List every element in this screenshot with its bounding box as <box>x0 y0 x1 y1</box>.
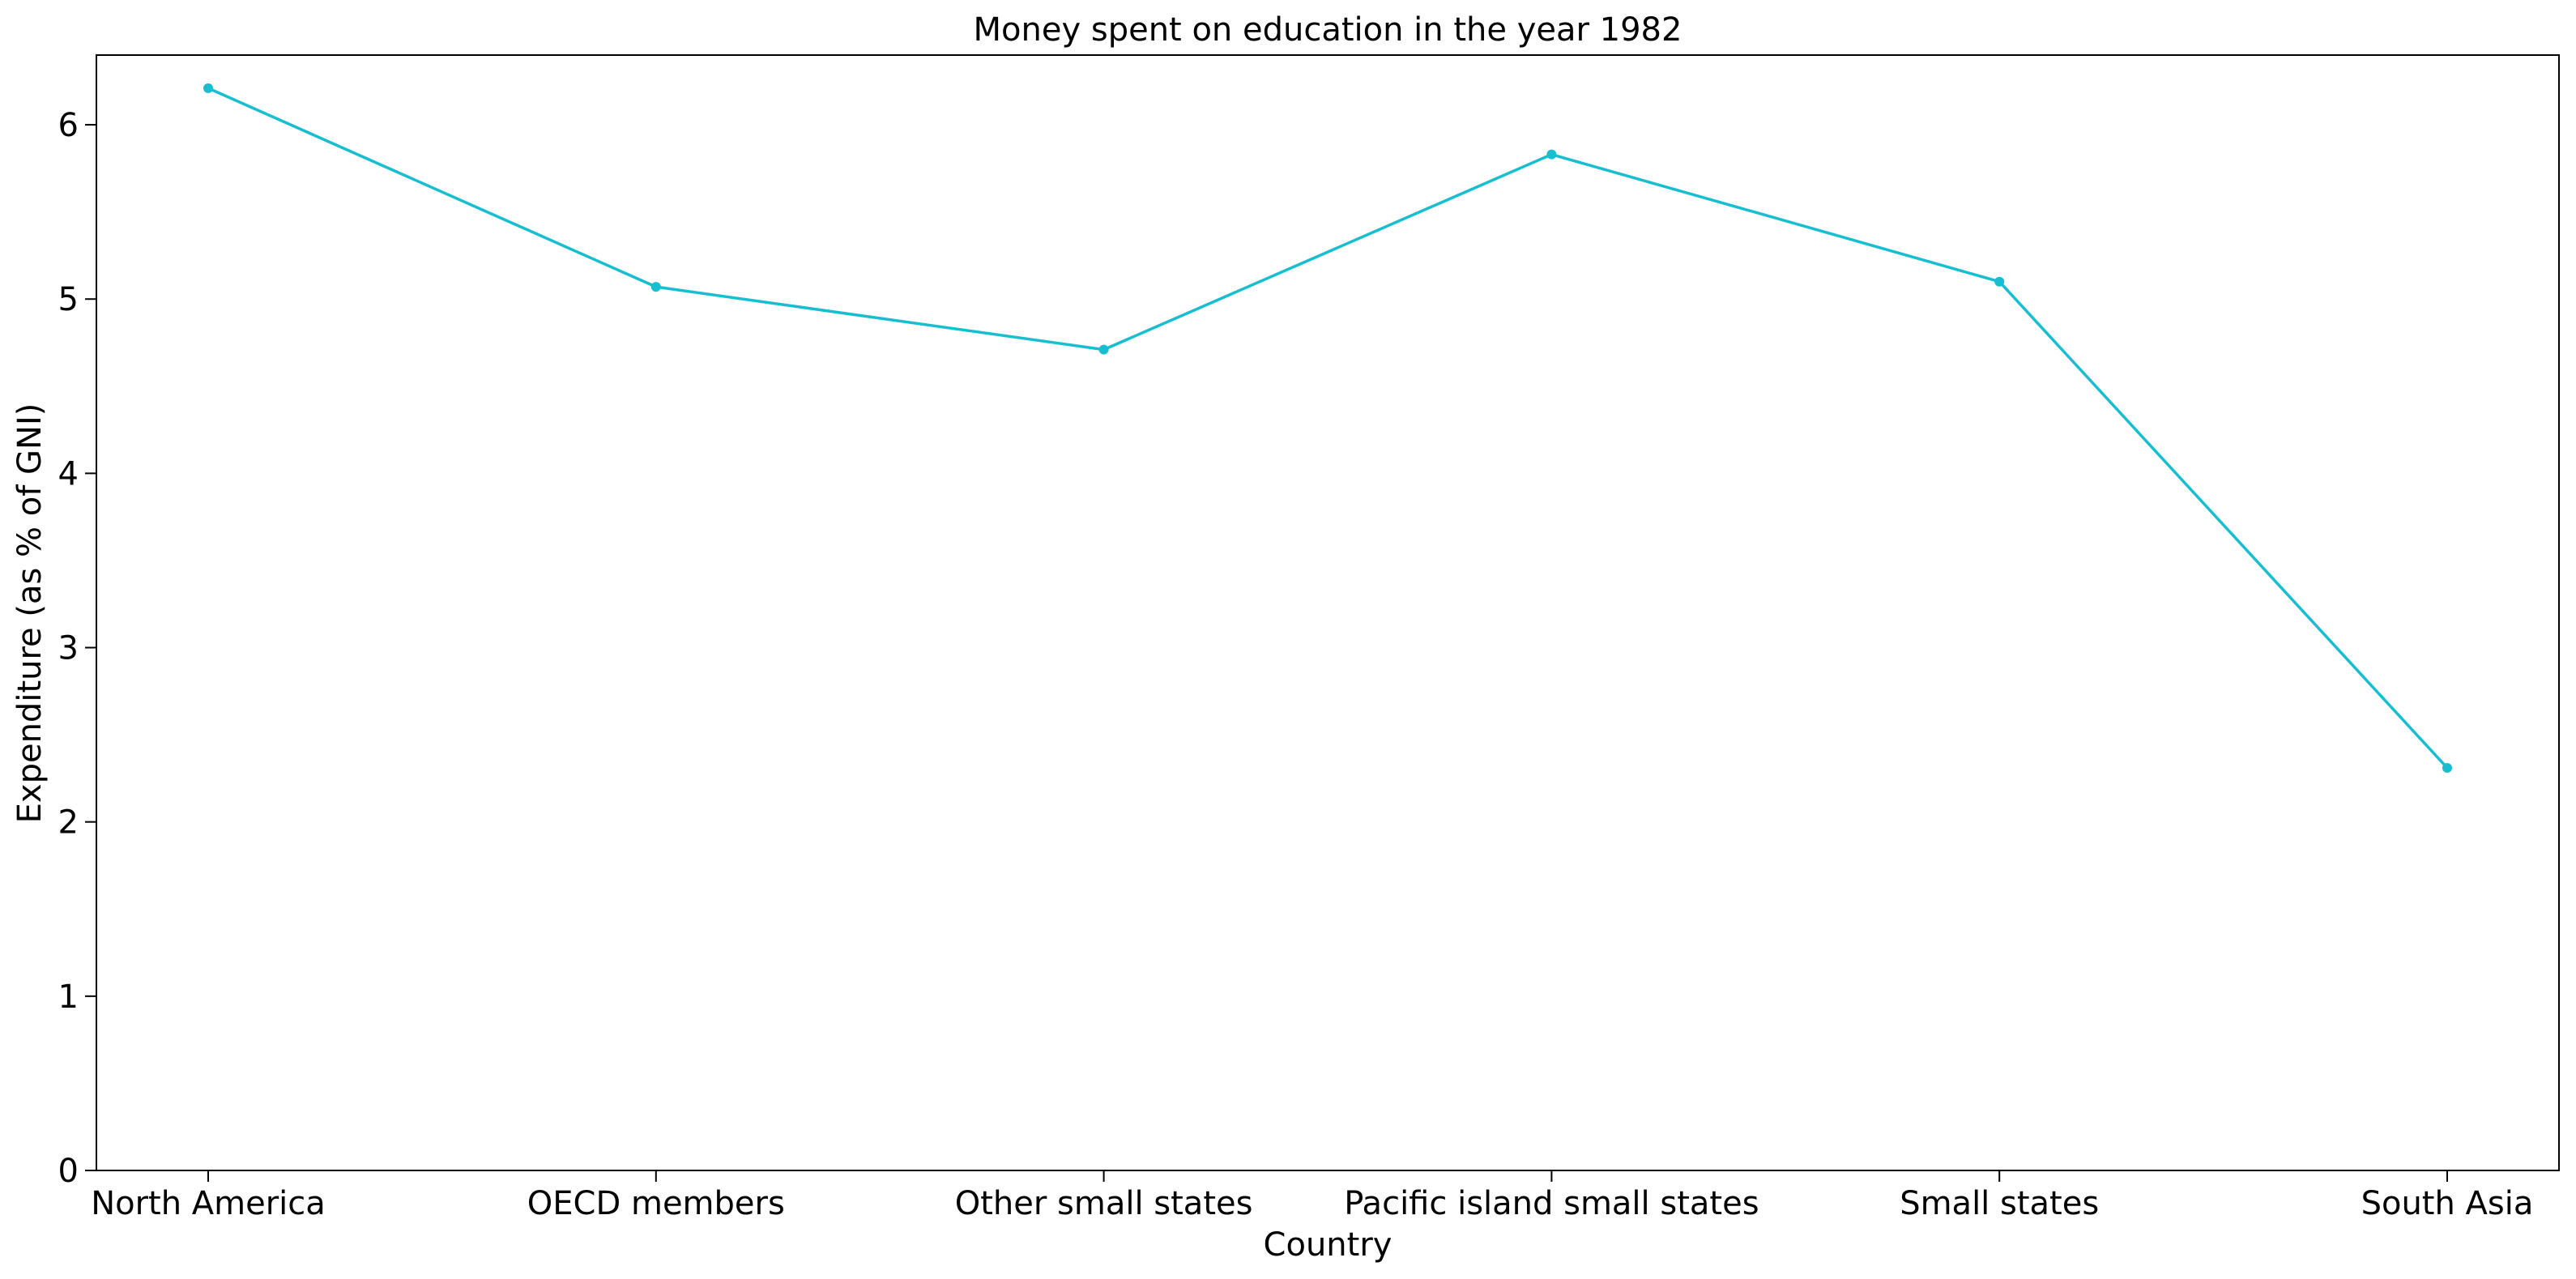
data-point <box>650 282 661 292</box>
x-axis-label: Country <box>1264 1226 1392 1264</box>
data-point <box>1546 149 1557 160</box>
y-tick-label: 4 <box>58 455 79 492</box>
x-axis: North America OECD members Other small sta… <box>91 1170 2533 1222</box>
plot-frame <box>96 54 2560 1171</box>
series-layer <box>203 83 2452 773</box>
x-tick-label: Small states <box>1900 1185 2099 1222</box>
x-tick-label: South Asia <box>2361 1185 2534 1222</box>
y-tick-label: 5 <box>58 281 79 318</box>
plot-area <box>96 54 2560 1171</box>
x-tick-label: Other small states <box>955 1185 1253 1222</box>
data-point <box>203 83 213 93</box>
y-axis-label: Expenditure (as % of GNI) <box>11 403 49 824</box>
data-point <box>1098 344 1109 355</box>
y-tick-label: 3 <box>58 630 79 667</box>
series-line <box>207 87 2449 770</box>
data-point <box>1994 276 2005 287</box>
y-axis: 0 1 2 3 4 5 6 <box>58 107 96 1190</box>
y-tick-label: 1 <box>58 978 79 1016</box>
x-tick-label: OECD members <box>527 1185 785 1222</box>
y-tick-label: 0 <box>58 1153 79 1190</box>
chart-title: Money spent on education in the year 198… <box>974 11 1683 49</box>
data-point <box>2442 762 2452 773</box>
x-tick-label: North America <box>91 1185 326 1222</box>
x-tick-label: Pacific island small states <box>1344 1185 1759 1222</box>
y-tick-label: 6 <box>58 107 79 144</box>
y-tick-label: 2 <box>58 804 79 842</box>
